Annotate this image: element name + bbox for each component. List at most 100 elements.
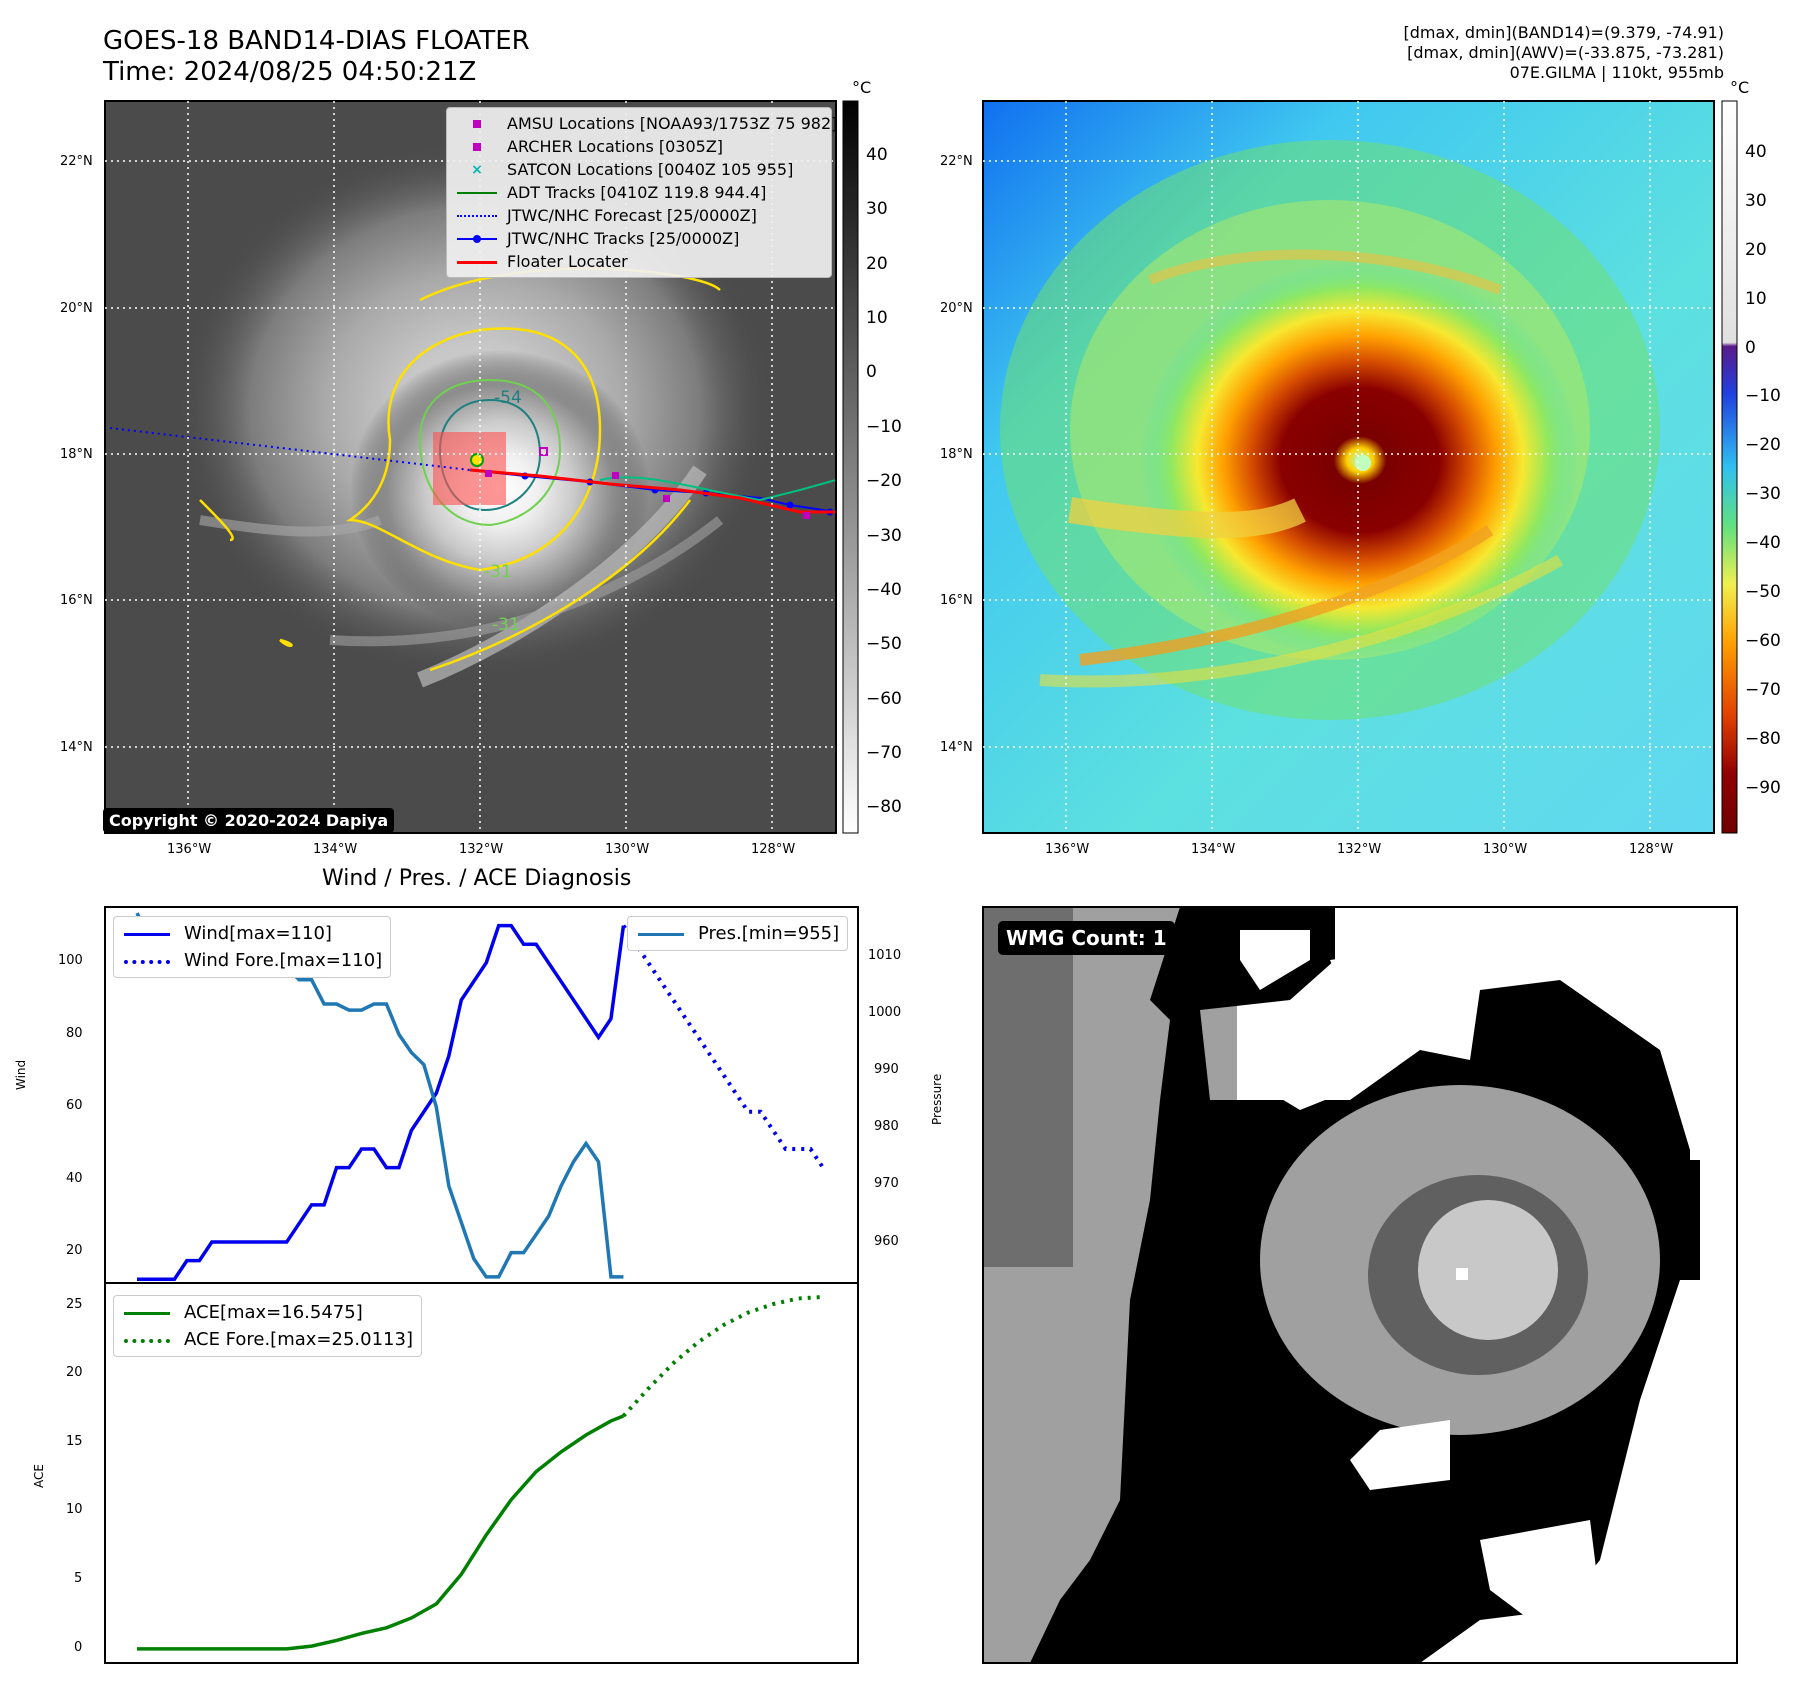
wv-cbar-tick: 20 bbox=[1745, 240, 1767, 260]
ir-cbar-tick: 40 bbox=[866, 145, 888, 165]
copyright-badge: Copyright © 2020-2024 Dapiya bbox=[103, 808, 395, 833]
ir-lat-tick: 16°N bbox=[60, 593, 93, 608]
ir-lat-tick: 20°N bbox=[60, 301, 93, 316]
wv-lat-tick: 20°N bbox=[940, 301, 973, 316]
wv-colorbar-unit: °C bbox=[1730, 78, 1750, 97]
wind-line bbox=[137, 923, 626, 1282]
wind-tick: 40 bbox=[66, 1171, 83, 1186]
jtwc-forecast-track bbox=[109, 427, 471, 471]
wind-tick: 20 bbox=[66, 1243, 83, 1258]
wv-cbar-tick: −10 bbox=[1745, 386, 1781, 406]
legend-jtwc-forecast: JTWC/NHC Forecast [25/0000Z] bbox=[455, 204, 823, 227]
wmg-count-badge: WMG Count: 1 bbox=[998, 921, 1175, 955]
ir-cbar-tick: −10 bbox=[866, 417, 902, 437]
ace-forecast-line bbox=[621, 1294, 824, 1418]
wv-cbar-tick: −30 bbox=[1745, 484, 1781, 504]
wv-lon-tick: 128°W bbox=[1629, 842, 1674, 857]
wv-lon-tick: 134°W bbox=[1191, 842, 1236, 857]
wv-cbar-tick: 40 bbox=[1745, 142, 1767, 162]
ir-cbar-tick: −40 bbox=[866, 580, 902, 600]
ace-line bbox=[137, 1414, 625, 1651]
wv-cbar-tick: 30 bbox=[1745, 191, 1767, 211]
wv-lon-tick: 130°W bbox=[1483, 842, 1528, 857]
wv-lat-tick: 14°N bbox=[940, 740, 973, 755]
legend-ace-fore: ACE Fore.[max=25.0113] bbox=[122, 1326, 413, 1353]
wind-axis-label: Wind bbox=[14, 1059, 28, 1090]
pressure-tick: 960 bbox=[874, 1234, 899, 1249]
ace-tick: 20 bbox=[66, 1365, 83, 1380]
wv-cbar-tick: −50 bbox=[1745, 582, 1781, 602]
ir-cbar-tick: −50 bbox=[866, 634, 902, 654]
figure-title-line1: GOES-18 BAND14-DIAS FLOATER bbox=[103, 26, 530, 56]
legend-floater: Floater Locater bbox=[455, 250, 823, 273]
legend-amsu: AMSU Locations [NOAA93/1753Z 75 982] bbox=[455, 112, 837, 135]
contour-label: -54 bbox=[494, 388, 522, 408]
wv-cbar-tick: −70 bbox=[1745, 680, 1781, 700]
diagnosis-title: Wind / Pres. / ACE Diagnosis bbox=[322, 866, 632, 891]
legend-adt: ADT Tracks [0410Z 119.8 944.4] bbox=[455, 181, 823, 204]
wv-lat-tick: 16°N bbox=[940, 593, 973, 608]
info-band14-range: [dmax, dmin](BAND14)=(9.379, -74.91) bbox=[1403, 23, 1725, 42]
ir-cbar-tick: −30 bbox=[866, 526, 902, 546]
legend-jtwc-tracks: JTWC/NHC Tracks [25/0000Z] bbox=[455, 227, 823, 250]
ir-lon-tick: 132°W bbox=[459, 842, 504, 857]
legend-wind: Wind[max=110] bbox=[122, 920, 382, 947]
ace-tick: 10 bbox=[66, 1502, 83, 1517]
wv-cbar-tick: −20 bbox=[1745, 435, 1781, 455]
legend-wind-fore: Wind Fore.[max=110] bbox=[122, 947, 382, 974]
floater-box bbox=[433, 432, 506, 505]
wind-tick: 60 bbox=[66, 1098, 83, 1113]
ace-axis-label: ACE bbox=[32, 1464, 46, 1488]
wv-cbar-tick: −40 bbox=[1745, 533, 1781, 553]
ir-cbar-tick: 20 bbox=[866, 254, 888, 274]
wind-legend: Wind[max=110] Wind Fore.[max=110] bbox=[113, 916, 392, 978]
wmg-image bbox=[983, 907, 1700, 1663]
ir-lat-tick: 22°N bbox=[60, 154, 93, 169]
wind-tick: 100 bbox=[58, 953, 83, 968]
ace-tick: 5 bbox=[74, 1571, 83, 1586]
pressure-axis-label: Pressure bbox=[930, 1073, 944, 1125]
ir-lon-tick: 136°W bbox=[167, 842, 212, 857]
pressure-tick: 1000 bbox=[868, 1005, 902, 1020]
wind-tick: 80 bbox=[66, 1026, 83, 1041]
ir-cbar-tick: −80 bbox=[866, 797, 902, 817]
legend-archer: ARCHER Locations [0305Z] bbox=[455, 135, 823, 158]
ace-tick: 15 bbox=[66, 1434, 83, 1449]
ir-colorbar-unit: °C bbox=[852, 78, 872, 97]
ir-lon-tick: 128°W bbox=[751, 842, 796, 857]
contour-label: -31 bbox=[484, 562, 512, 582]
ir-lat-tick: 18°N bbox=[60, 447, 93, 462]
floater-locater-track bbox=[469, 468, 836, 514]
legend-ace: ACE[max=16.5475] bbox=[122, 1299, 413, 1326]
wv-lat-tick: 18°N bbox=[940, 447, 973, 462]
wv-cbar-tick: −80 bbox=[1745, 729, 1781, 749]
wv-gridlines bbox=[983, 101, 1714, 833]
ir-legend: AMSU Locations [NOAA93/1753Z 75 982] ARC… bbox=[446, 107, 837, 278]
wv-cbar-tick: 0 bbox=[1745, 338, 1756, 358]
pressure-tick: 990 bbox=[874, 1062, 899, 1077]
ir-cbar-tick: 0 bbox=[866, 362, 877, 382]
wv-lon-tick: 132°W bbox=[1337, 842, 1382, 857]
wv-cbar-tick: −90 bbox=[1745, 778, 1781, 798]
ir-colorbar bbox=[842, 100, 859, 834]
legend-satcon: × SATCON Locations [0040Z 105 955] bbox=[471, 160, 794, 179]
figure-title-line2: Time: 2024/08/25 04:50:21Z bbox=[103, 57, 477, 87]
ir-lat-tick: 14°N bbox=[60, 740, 93, 755]
info-awv-range: [dmax, dmin](AWV)=(-33.875, -73.281) bbox=[1407, 43, 1724, 62]
ir-cbar-tick: −60 bbox=[866, 689, 902, 709]
ir-lon-tick: 130°W bbox=[605, 842, 650, 857]
ace-plot bbox=[137, 1294, 824, 1651]
pressure-legend: Pres.[min=955] bbox=[627, 916, 849, 951]
wv-lon-tick: 136°W bbox=[1045, 842, 1090, 857]
ir-lon-tick: 134°W bbox=[313, 842, 358, 857]
pressure-tick: 980 bbox=[874, 1119, 899, 1134]
wv-cloud-field bbox=[1000, 140, 1660, 720]
pressure-tick: 1010 bbox=[868, 948, 902, 963]
pressure-tick: 970 bbox=[874, 1176, 899, 1191]
ir-cbar-tick: −70 bbox=[866, 743, 902, 763]
ace-legend: ACE[max=16.5475] ACE Fore.[max=25.0113] bbox=[113, 1295, 422, 1357]
ir-cbar-tick: −20 bbox=[866, 471, 902, 491]
wv-colorbar bbox=[1721, 100, 1738, 834]
ir-cbar-tick: 10 bbox=[866, 308, 888, 328]
